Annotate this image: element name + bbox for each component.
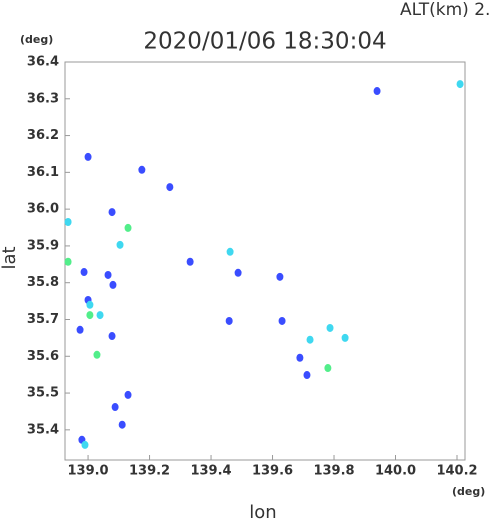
echo-point — [84, 152, 92, 161]
y-tick-label: 35.5 — [27, 386, 59, 401]
echo-point — [116, 240, 124, 249]
echo-point — [326, 323, 334, 332]
echo-point — [324, 364, 332, 373]
x-tick-label: 139.8 — [313, 464, 354, 479]
x-tick-label: 140.2 — [436, 464, 477, 479]
echo-point — [109, 280, 117, 289]
echo-point — [64, 257, 72, 266]
echo-point — [81, 440, 89, 449]
echo-point — [138, 165, 146, 174]
y-tick-label: 35.4 — [27, 422, 59, 437]
echo-point — [341, 333, 349, 342]
echo-point — [306, 335, 314, 344]
y-axis-label: lat — [0, 246, 20, 269]
echo-point — [303, 371, 311, 380]
echo-point — [226, 247, 234, 256]
y-tick-label: 35.8 — [27, 275, 59, 290]
echo-point — [80, 268, 88, 277]
echo-point — [186, 257, 194, 266]
echo-point — [373, 87, 381, 96]
echo-point — [76, 325, 84, 334]
x-unit: (deg) — [452, 485, 485, 498]
echo-point — [86, 311, 94, 320]
echo-point — [124, 390, 132, 399]
x-tick-label: 140.0 — [375, 464, 416, 479]
echo-point — [278, 316, 286, 325]
y-tick-label: 35.7 — [27, 312, 59, 327]
chart-title: 2020/01/06 18:30:04 — [143, 29, 386, 55]
y-unit: (deg) — [20, 33, 53, 46]
echo-point — [96, 311, 104, 320]
y-tick-label: 36.0 — [27, 202, 59, 217]
echo-point — [456, 80, 464, 89]
subtitle: ALT(km) 2.0 — [400, 0, 490, 20]
y-tick-label: 35.6 — [27, 349, 59, 364]
x-axis-label: lon — [249, 502, 276, 521]
echo-point — [64, 218, 72, 227]
echo-point — [93, 350, 101, 359]
x-tick-label: 139.6 — [252, 464, 293, 479]
echo-point — [124, 223, 132, 232]
echo-point — [108, 332, 116, 341]
echo-point — [108, 208, 116, 217]
echo-point — [104, 270, 112, 279]
y-tick-label: 36.4 — [27, 55, 59, 70]
echo-point — [276, 272, 284, 281]
x-tick-label: 139.0 — [67, 464, 108, 479]
x-tick-label: 139.2 — [129, 464, 170, 479]
echo-point — [234, 268, 242, 277]
x-tick-label: 139.4 — [190, 464, 231, 479]
echo-point — [166, 183, 174, 192]
y-tick-label: 36.3 — [27, 91, 59, 106]
echo-point — [296, 353, 304, 362]
echo-point — [225, 316, 233, 325]
plot-frame — [64, 61, 466, 461]
echo-point — [86, 300, 94, 309]
y-tick-label: 35.9 — [27, 238, 59, 253]
y-tick-label: 36.2 — [27, 128, 59, 143]
echo-point — [118, 420, 126, 429]
echo-point — [111, 403, 119, 412]
y-tick-label: 36.1 — [27, 165, 59, 180]
